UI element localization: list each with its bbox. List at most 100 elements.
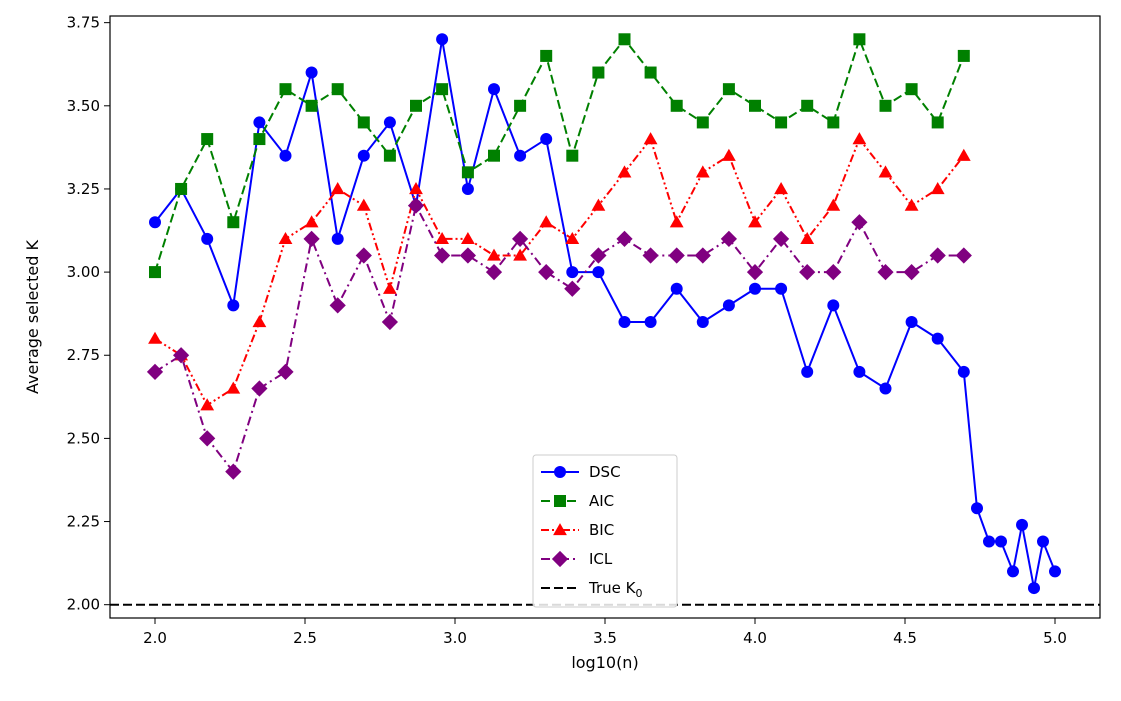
point-icl — [199, 430, 216, 447]
point-bic — [826, 198, 841, 211]
point-icl — [355, 247, 372, 264]
point-aic — [383, 149, 396, 162]
y-tick-label: 3.25 — [67, 180, 100, 198]
point-dsc — [905, 315, 918, 328]
point-bic — [852, 132, 867, 145]
point-icl — [642, 247, 659, 264]
point-dsc — [461, 182, 474, 195]
point-aic — [201, 133, 214, 146]
legend-item-dsc: DSC — [541, 463, 621, 481]
point-dsc — [749, 282, 761, 295]
series-line-aic — [154, 38, 965, 273]
legend-item-bic: BIC — [541, 521, 614, 539]
point-bic — [461, 231, 475, 245]
point-aic — [227, 216, 240, 229]
point-icl — [955, 247, 972, 264]
point-dsc — [1028, 582, 1040, 595]
point-icl — [485, 263, 503, 281]
y-tick-label: 2.00 — [67, 596, 100, 614]
point-icl — [434, 247, 451, 264]
point-aic — [357, 116, 370, 129]
point-icl — [746, 263, 764, 281]
legend-item-true-k0: True K0 — [541, 579, 642, 600]
point-aic — [801, 99, 814, 112]
point-dsc — [253, 116, 266, 129]
point-bic — [304, 215, 319, 228]
point-dsc — [644, 315, 657, 328]
legend-label-icl: ICL — [589, 550, 613, 568]
point-bic — [617, 165, 632, 178]
point-icl — [329, 297, 346, 314]
point-bic — [748, 215, 762, 228]
point-bic — [252, 315, 267, 328]
point-aic — [618, 33, 631, 46]
point-icl — [694, 247, 711, 264]
x-tick-label: 2.5 — [293, 629, 317, 647]
point-bic — [200, 398, 215, 411]
point-bic — [800, 231, 815, 245]
point-bic — [643, 132, 658, 145]
y-tick-label: 3.50 — [67, 97, 100, 115]
point-dsc — [1049, 565, 1061, 578]
point-icl — [929, 247, 946, 264]
point-icl — [799, 263, 816, 281]
point-icl — [225, 463, 242, 480]
legend-marker-aic — [554, 495, 566, 507]
legend-label-dsc: DSC — [589, 463, 621, 481]
series-line-icl — [154, 204, 964, 473]
point-dsc — [983, 535, 995, 548]
point-icl — [459, 247, 476, 264]
point-bic — [565, 231, 580, 245]
y-tick-label: 3.75 — [67, 14, 100, 32]
point-bic — [669, 215, 684, 228]
legend-label-true-k0: True K0 — [588, 579, 642, 600]
point-aic — [279, 83, 292, 96]
point-aic — [566, 149, 579, 162]
point-bic — [409, 182, 423, 195]
legend-item-aic: AIC — [541, 492, 614, 510]
point-aic — [749, 99, 761, 112]
legend-label-aic: AIC — [589, 492, 614, 510]
point-aic — [305, 99, 318, 112]
point-dsc — [357, 149, 370, 162]
point-icl — [251, 380, 268, 397]
point-dsc — [331, 232, 344, 245]
point-dsc — [827, 299, 840, 312]
point-icl — [564, 280, 581, 297]
legend-marker-icl — [551, 550, 569, 568]
point-dsc — [1007, 565, 1019, 578]
legend-box — [532, 454, 678, 608]
x-tick-label: 4.0 — [743, 629, 767, 647]
x-tick-label: 3.5 — [593, 629, 617, 647]
legend-label-bic: BIC — [589, 521, 614, 539]
point-icl — [407, 197, 425, 214]
point-aic — [644, 66, 657, 79]
x-tick-label: 3.0 — [443, 629, 467, 647]
point-aic — [827, 116, 840, 129]
point-bic — [513, 248, 527, 261]
point-bic — [435, 231, 449, 245]
point-aic — [931, 116, 944, 129]
point-aic — [905, 83, 918, 96]
point-aic — [149, 266, 161, 279]
point-bic — [148, 331, 162, 344]
point-aic — [696, 116, 709, 129]
point-aic — [331, 83, 344, 96]
point-dsc — [775, 282, 788, 295]
point-dsc — [801, 365, 814, 378]
point-aic — [175, 182, 188, 195]
plot-area — [110, 33, 1100, 606]
point-bic — [878, 165, 893, 178]
point-dsc — [931, 332, 944, 345]
point-bic — [539, 215, 554, 228]
x-axis-label: log10(n) — [571, 653, 638, 672]
point-bic — [278, 231, 293, 245]
series-aic — [149, 33, 970, 279]
legend-marker-bic — [553, 523, 567, 536]
point-dsc — [540, 133, 553, 146]
y-tick-label: 2.50 — [67, 429, 100, 447]
point-dsc — [279, 149, 292, 162]
point-dsc — [957, 365, 970, 378]
legend: DSC AIC BIC ICL True K0 — [532, 454, 678, 608]
